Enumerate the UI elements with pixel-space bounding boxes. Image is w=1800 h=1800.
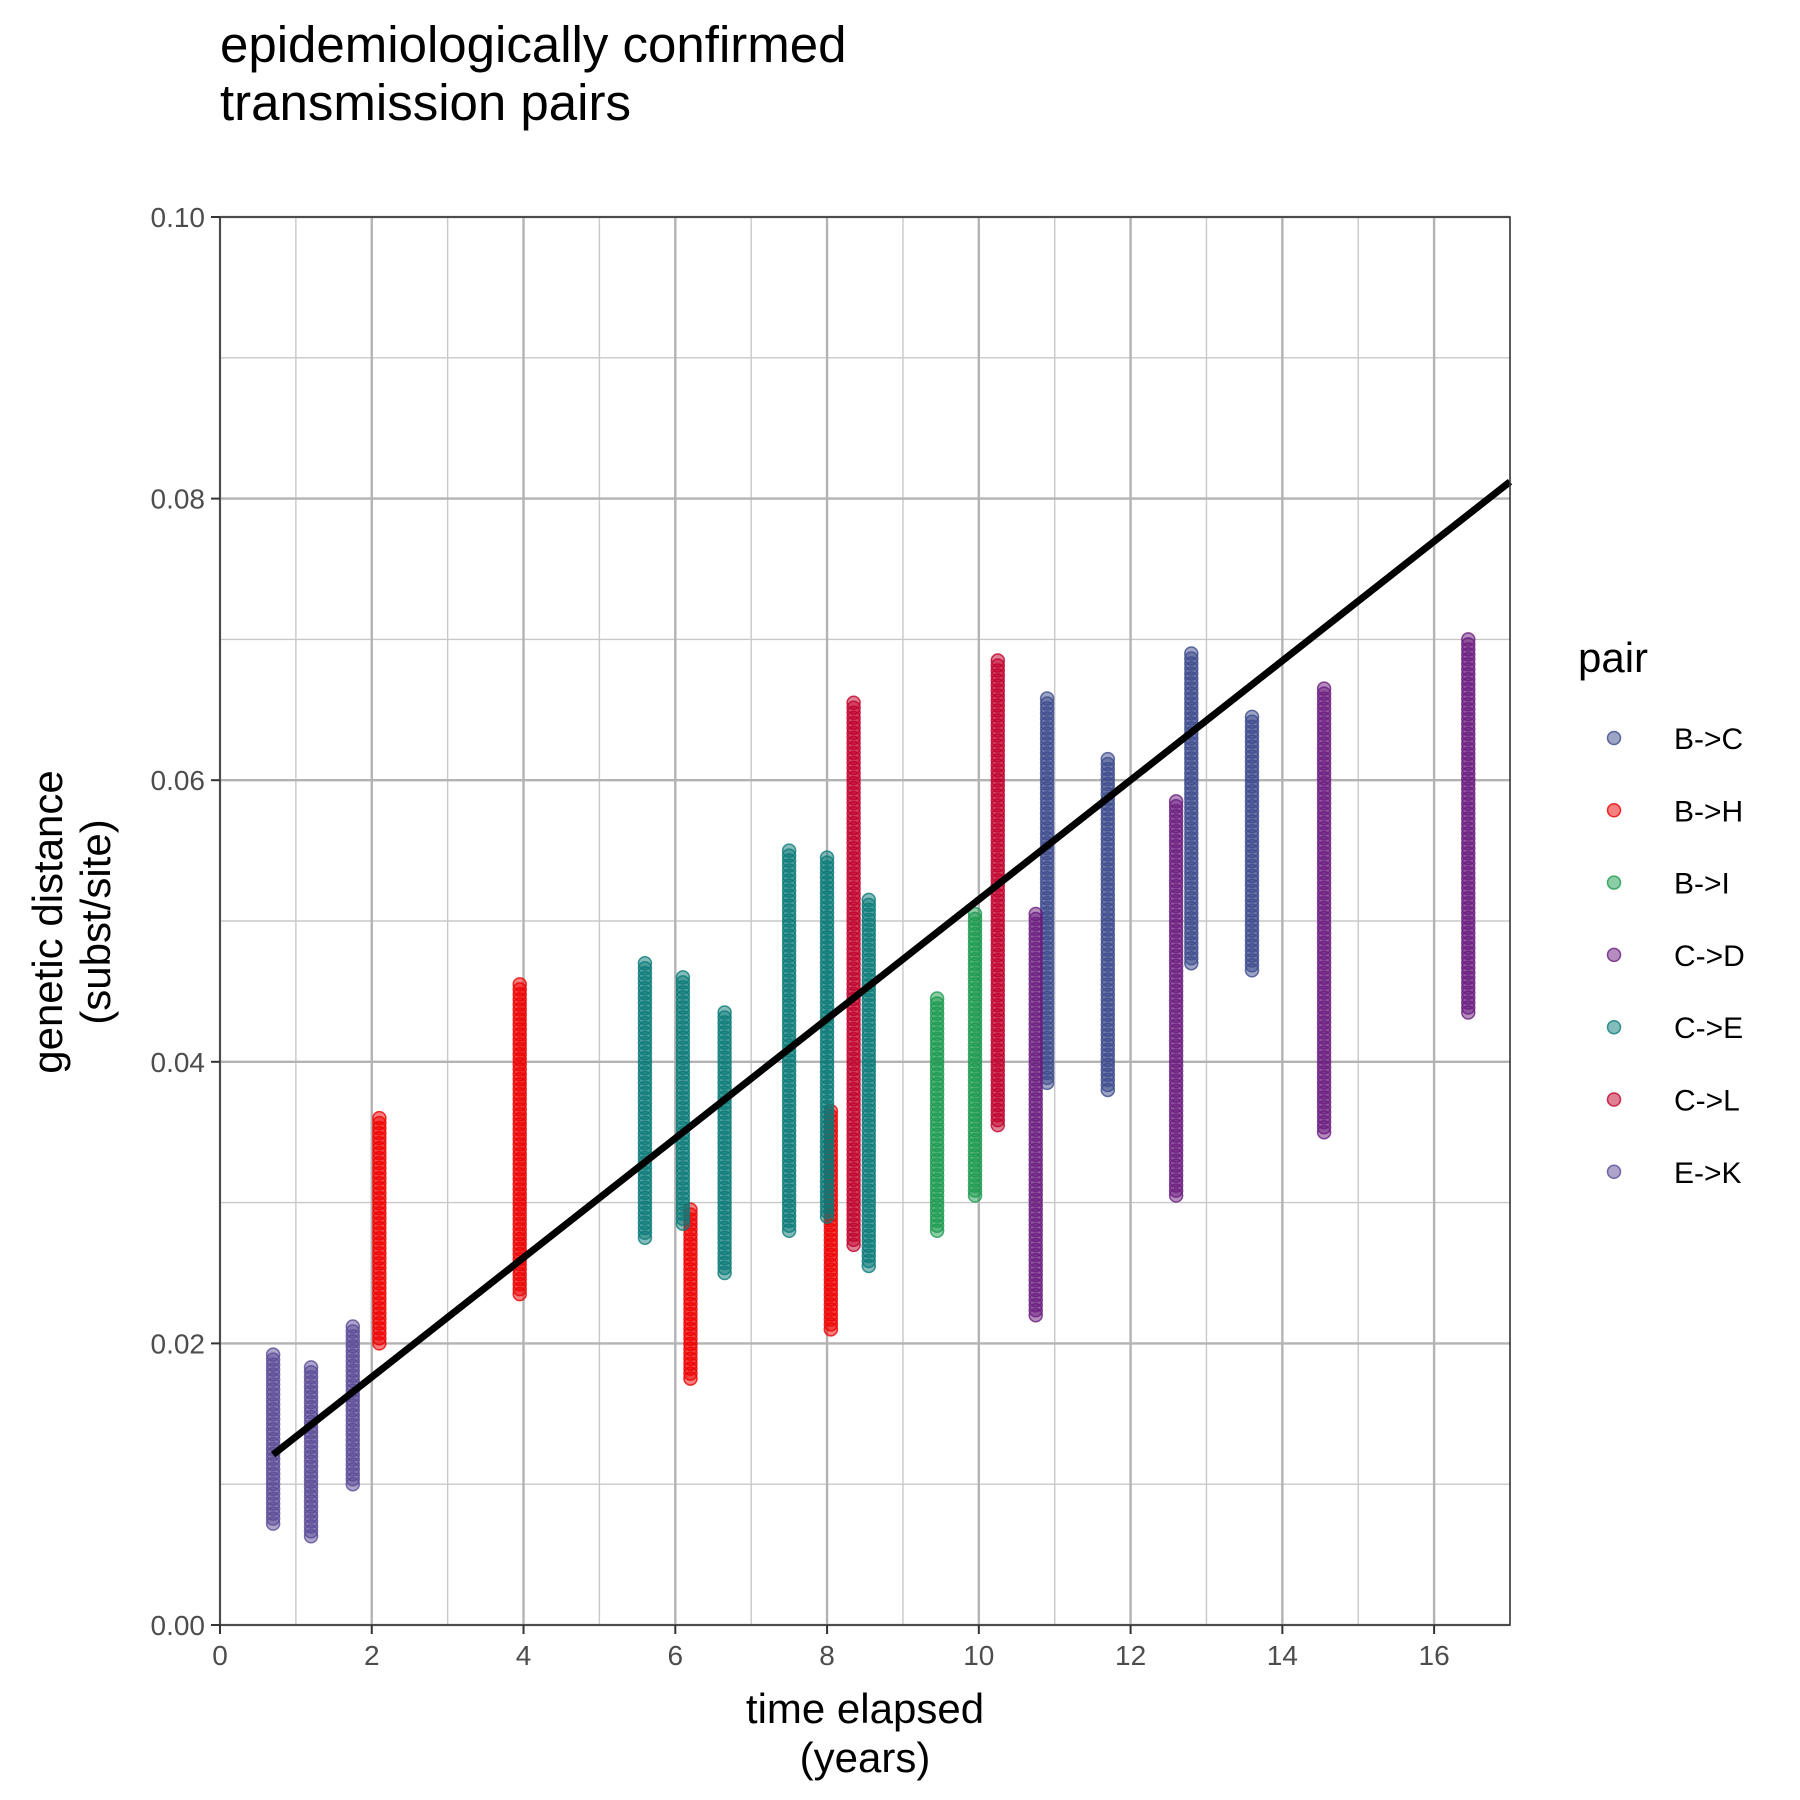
data-point xyxy=(990,653,1006,668)
data-point xyxy=(303,1360,319,1375)
data-point xyxy=(929,991,945,1006)
legend-key-marker xyxy=(1606,875,1622,890)
regression-line xyxy=(270,478,1513,1458)
data-point xyxy=(1244,709,1260,725)
y-axis-title-line-1: genetic distance xyxy=(24,770,71,1074)
legend-label: E->K xyxy=(1674,1157,1742,1190)
y-tick-label: 0.06 xyxy=(151,765,206,796)
legend-label: C->E xyxy=(1674,1012,1743,1045)
legend-key-marker xyxy=(1606,803,1622,818)
plot-panel-border xyxy=(219,216,1511,1626)
x-tick-label: 4 xyxy=(516,1640,532,1671)
x-tick-label: 12 xyxy=(1115,1640,1146,1671)
legend-key-marker xyxy=(1606,1019,1622,1035)
data-point xyxy=(717,1005,732,1020)
legend-label: B->C xyxy=(1674,723,1743,756)
data-point xyxy=(1168,794,1184,809)
data-point xyxy=(512,977,527,992)
x-axis-title: time elapsed (years) xyxy=(746,1685,984,1781)
chart-title-line-2: transmission pairs xyxy=(220,74,631,131)
x-axis-title-line-2: (years) xyxy=(800,1734,931,1781)
y-tick-label: 0.10 xyxy=(151,202,206,233)
data-point xyxy=(1184,646,1199,661)
legend-key-marker xyxy=(1606,1164,1622,1180)
series-b-c xyxy=(1039,646,1260,1098)
legend-title: pair xyxy=(1578,634,1648,681)
x-tick-label: 6 xyxy=(668,1640,684,1671)
data-point xyxy=(819,850,835,865)
legend-key-marker xyxy=(1606,1092,1622,1107)
series-b-i xyxy=(929,906,983,1239)
x-tick-label: 14 xyxy=(1267,1640,1298,1671)
y-tick-label: 0.04 xyxy=(151,1047,206,1078)
legend-label: C->D xyxy=(1674,940,1745,973)
y-axis-ticks: 0.00 0.02 0.04 0.06 0.08 0.10 xyxy=(151,202,220,1641)
series-c-l xyxy=(846,653,1006,1253)
data-point xyxy=(1039,691,1055,706)
x-tick-label: 8 xyxy=(819,1640,835,1671)
y-tick-label: 0.02 xyxy=(151,1328,206,1359)
x-tick-label: 2 xyxy=(364,1640,380,1671)
legend-key-marker xyxy=(1606,947,1622,963)
legend-label: C->L xyxy=(1674,1085,1740,1118)
series-c-e xyxy=(637,843,877,1281)
data-point xyxy=(861,892,877,908)
x-axis-title-line-1: time elapsed xyxy=(746,1685,984,1732)
y-axis-title: genetic distance (subst/site) xyxy=(24,770,119,1074)
y-tick-label: 0.00 xyxy=(151,1610,206,1641)
y-tick-label: 0.08 xyxy=(151,484,206,515)
chart-title-line-1: epidemiologically confirmed xyxy=(220,16,846,73)
x-tick-label: 10 xyxy=(963,1640,994,1671)
data-point xyxy=(846,695,861,711)
legend-label: B->I xyxy=(1674,868,1730,901)
data-point xyxy=(781,843,797,858)
data-point xyxy=(265,1347,281,1362)
series-e-k xyxy=(265,1319,361,1544)
series-c-d xyxy=(1028,632,1476,1323)
data-point xyxy=(967,906,983,922)
grid-minor xyxy=(220,217,1510,1625)
data-point xyxy=(1461,632,1476,647)
data-point xyxy=(1100,751,1116,767)
legend-label: B->H xyxy=(1674,795,1743,828)
legend: pair B->C B->H B->I C->D C->E C->L E->K xyxy=(1578,634,1745,1190)
x-axis-ticks: 0 2 4 6 8 10 12 14 16 xyxy=(212,1625,1450,1671)
x-tick-label: 0 xyxy=(212,1640,228,1671)
chart-title: epidemiologically confirmed transmission… xyxy=(220,16,846,131)
y-axis-title-line-2: (subst/site) xyxy=(72,819,119,1024)
data-point xyxy=(372,1110,387,1126)
data-point xyxy=(345,1319,361,1334)
data-point xyxy=(675,970,691,985)
data-points xyxy=(265,632,1476,1544)
legend-key-marker xyxy=(1606,730,1622,746)
data-point xyxy=(637,955,653,971)
x-tick-label: 16 xyxy=(1419,1640,1450,1671)
data-point xyxy=(1316,681,1332,696)
data-point xyxy=(1028,906,1043,922)
